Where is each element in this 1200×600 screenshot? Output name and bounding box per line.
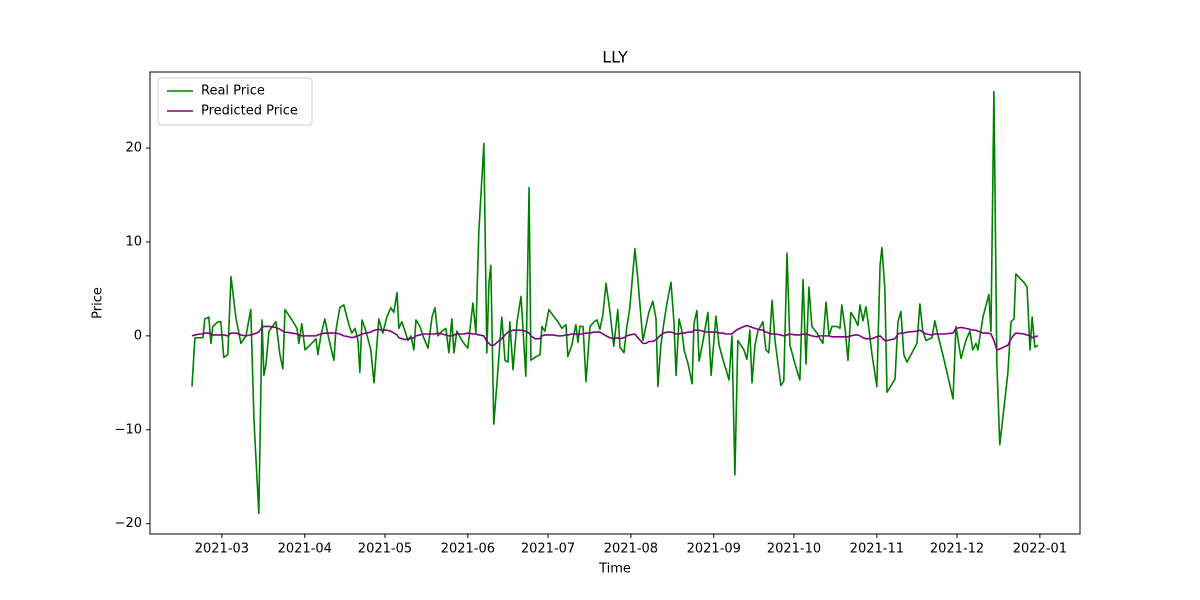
x-tick-label: 2021-03	[195, 542, 249, 557]
x-axis-label: Time	[598, 562, 631, 577]
y-tick-label: −10	[115, 422, 142, 437]
legend-label: Predicted Price	[201, 104, 298, 119]
x-tick-label: 2021-10	[767, 542, 821, 557]
y-tick-label: 10	[125, 234, 142, 249]
x-tick-label: 2021-08	[604, 542, 658, 557]
chart-title: LLY	[602, 48, 628, 67]
axes-frame	[149, 71, 1081, 535]
x-tick-label: 2021-12	[930, 542, 984, 557]
y-tick-label: 20	[125, 141, 142, 156]
x-tick-label: 2021-05	[358, 542, 412, 557]
x-tick-label: 2021-09	[687, 542, 741, 557]
y-tick-label: 0	[134, 328, 142, 343]
series-line	[191, 90, 1039, 515]
x-tick-label: 2021-06	[441, 542, 495, 557]
legend-label: Real Price	[201, 84, 265, 99]
x-tick-label: 2022-01	[1013, 542, 1067, 557]
x-tick-label: 2021-04	[278, 542, 332, 557]
y-axis-label: Price	[91, 287, 106, 319]
x-tick-label: 2021-07	[521, 542, 575, 557]
y-tick-label: −20	[115, 516, 142, 531]
legend-box	[157, 77, 313, 126]
x-tick-label: 2021-11	[850, 542, 904, 557]
series-line	[191, 324, 1039, 351]
